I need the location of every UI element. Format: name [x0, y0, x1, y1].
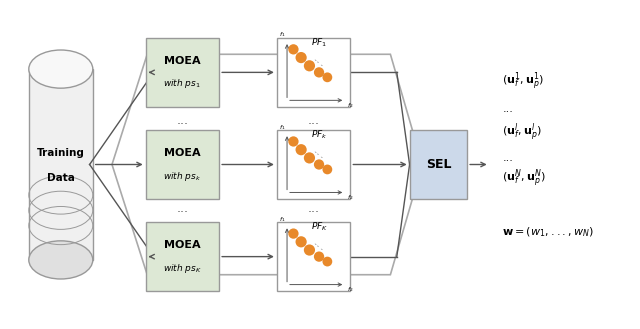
Bar [277, 130, 351, 199]
Text: MOEA: MOEA [164, 240, 201, 250]
Text: ...: ... [177, 202, 188, 215]
Text: ...: ... [502, 153, 513, 163]
Bar [410, 130, 467, 199]
Point [305, 155, 315, 161]
Text: Training: Training [37, 148, 84, 158]
Text: ...: ... [308, 114, 319, 127]
Bar [277, 38, 351, 107]
Text: with $ps_k$: with $ps_k$ [163, 169, 202, 183]
Point [288, 47, 298, 52]
Text: $\cdot\cdot\cdot$: $\cdot\cdot\cdot$ [312, 147, 326, 160]
Point [323, 167, 333, 172]
Text: $f_2$: $f_2$ [347, 285, 354, 294]
Point [314, 162, 324, 167]
Point [323, 259, 333, 264]
Bar [146, 38, 219, 107]
Bar [146, 130, 219, 199]
Point [296, 55, 307, 60]
Bar [277, 222, 351, 291]
Text: $PF_K$: $PF_K$ [312, 221, 328, 233]
Text: $PF_1$: $PF_1$ [312, 37, 328, 49]
Text: $f_1$: $f_1$ [279, 31, 285, 39]
Point [296, 239, 307, 244]
Text: ...: ... [177, 114, 188, 127]
Point [305, 247, 315, 253]
Point [296, 147, 307, 152]
Text: $(\mathbf{u}_f^l, \mathbf{u}_p^l)$: $(\mathbf{u}_f^l, \mathbf{u}_p^l)$ [502, 122, 542, 144]
Text: $(\mathbf{u}_f^N, \mathbf{u}_p^N)$: $(\mathbf{u}_f^N, \mathbf{u}_p^N)$ [502, 168, 546, 190]
Text: with $ps_K$: with $ps_K$ [163, 262, 202, 275]
Text: $f_2$: $f_2$ [347, 193, 354, 202]
Text: with $ps_1$: with $ps_1$ [163, 77, 202, 90]
Text: $(\mathbf{u}_f^1, \mathbf{u}_p^1)$: $(\mathbf{u}_f^1, \mathbf{u}_p^1)$ [502, 71, 545, 93]
Text: $f_1$: $f_1$ [279, 123, 285, 132]
Point [314, 70, 324, 75]
Text: MOEA: MOEA [164, 148, 201, 158]
Text: $f_2$: $f_2$ [347, 101, 354, 110]
Point [288, 231, 298, 236]
Text: $\cdot\cdot\cdot$: $\cdot\cdot\cdot$ [312, 240, 326, 252]
Point [314, 254, 324, 259]
Text: $\cdot\cdot\cdot$: $\cdot\cdot\cdot$ [312, 55, 326, 68]
Point [288, 139, 298, 144]
Text: $PF_k$: $PF_k$ [312, 129, 328, 141]
Bar [146, 222, 219, 291]
Ellipse shape [29, 50, 93, 88]
Point [305, 63, 315, 68]
Text: $\mathbf{w} = (w_1,...,w_N)$: $\mathbf{w} = (w_1,...,w_N)$ [502, 225, 594, 239]
Bar [29, 69, 93, 260]
Text: SEL: SEL [426, 158, 451, 171]
Text: ...: ... [308, 202, 319, 215]
Text: Data: Data [47, 173, 75, 183]
Ellipse shape [29, 241, 93, 279]
Text: ...: ... [502, 104, 513, 114]
Text: $f_1$: $f_1$ [279, 215, 285, 224]
Point [323, 75, 333, 80]
Text: MOEA: MOEA [164, 56, 201, 66]
